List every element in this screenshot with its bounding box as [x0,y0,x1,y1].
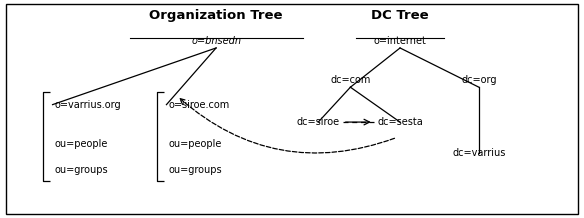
Text: o=siroe.com: o=siroe.com [168,100,230,110]
Text: o=varrius.org: o=varrius.org [54,100,121,110]
Text: dc=siroe: dc=siroe [297,117,340,127]
Text: ou=groups: ou=groups [168,165,222,175]
Text: ou=people: ou=people [54,139,107,149]
Text: dc=sesta: dc=sesta [377,117,423,127]
Text: Organization Tree: Organization Tree [150,9,283,22]
Text: dc=org: dc=org [461,75,496,85]
Text: DC Tree: DC Tree [371,9,429,22]
Text: dc=com: dc=com [330,75,371,85]
Text: o=bnsedn: o=bnsedn [191,36,241,46]
Text: ou=people: ou=people [168,139,221,149]
Text: ou=groups: ou=groups [54,165,108,175]
Text: dc=varrius: dc=varrius [452,148,506,158]
Text: o=internet: o=internet [374,36,426,46]
